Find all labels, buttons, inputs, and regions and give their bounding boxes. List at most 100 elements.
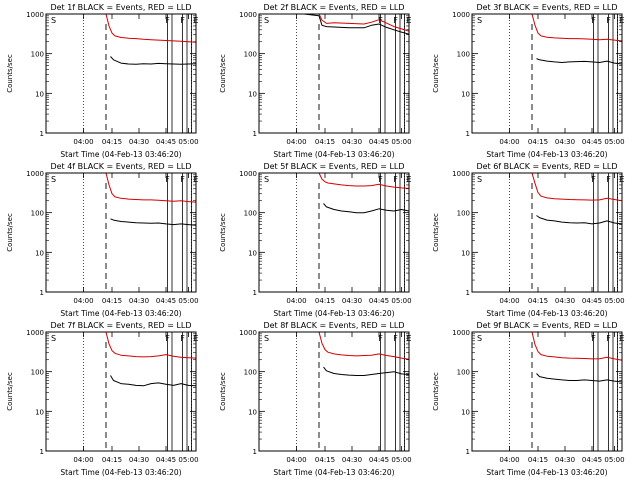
y-tick-label: 1000 xyxy=(452,11,470,19)
y-tick-label: 10 xyxy=(35,408,44,416)
y-tick-label: 100 xyxy=(244,369,257,377)
y-axis-label: Counts/sec xyxy=(432,372,440,411)
series-line-events xyxy=(110,56,196,65)
chart-panel-3: Det 3f BLACK = Events, RED = LLD Counts/s… xyxy=(432,3,625,159)
chart-panel-8: Det 8f BLACK = Events, RED = LLD Counts/s… xyxy=(219,321,412,477)
y-tick-label: 1000 xyxy=(26,11,44,19)
series-line-events xyxy=(536,373,622,383)
marker-label: S xyxy=(477,175,482,184)
plot-area xyxy=(509,14,622,133)
series-line-lld xyxy=(531,173,622,202)
y-tick-label: 1 xyxy=(466,448,470,456)
y-axis-label: Counts/sec xyxy=(219,213,227,252)
chart-title: Det 5f BLACK = Events, RED = LLD xyxy=(263,162,404,171)
plot-frame xyxy=(471,13,623,134)
y-axis-label: Counts/sec xyxy=(6,372,14,411)
plot-area xyxy=(259,14,409,133)
series-line-events xyxy=(536,215,622,225)
x-tick-label: 04:00 xyxy=(286,138,306,146)
y-tick-label: 1000 xyxy=(239,170,257,178)
x-tick-label: 05:00 xyxy=(178,138,198,146)
y-tick-label: 1000 xyxy=(26,329,44,337)
y-tick-label: 100 xyxy=(457,210,470,218)
x-tick-label: 04:00 xyxy=(286,456,306,464)
y-axis-label: Counts/sec xyxy=(6,213,14,252)
x-tick-label: 04:45 xyxy=(156,456,176,464)
marker-label: F xyxy=(378,16,383,25)
chart-title: Det 7f BLACK = Events, RED = LLD xyxy=(50,321,191,330)
series-line-lld xyxy=(318,173,409,189)
x-tick-label: 05:00 xyxy=(391,456,411,464)
plot-area xyxy=(83,173,196,292)
y-tick-label: 1000 xyxy=(239,11,257,19)
x-tick-label: 04:00 xyxy=(499,456,519,464)
y-tick-label: 100 xyxy=(31,51,44,59)
y-tick-label: 1000 xyxy=(452,170,470,178)
plot-frame xyxy=(45,172,197,293)
chart-panel-4: Det 4f BLACK = Events, RED = LLD Counts/s… xyxy=(6,162,199,318)
marker-label: F xyxy=(165,175,170,184)
plot-area xyxy=(296,173,409,292)
series-line-lld xyxy=(259,14,409,32)
y-tick-label: 100 xyxy=(31,369,44,377)
x-tick-label: 04:30 xyxy=(129,138,149,146)
x-tick-label: 04:15 xyxy=(528,456,548,464)
chart-panel-2: Det 2f BLACK = Events, RED = LLD Counts/s… xyxy=(219,3,412,159)
x-tick-label: 05:00 xyxy=(604,138,624,146)
series-line-events xyxy=(110,218,196,226)
y-tick-label: 100 xyxy=(244,210,257,218)
y-axis-label: Counts/sec xyxy=(432,213,440,252)
x-tick-label: 04:45 xyxy=(156,138,176,146)
x-tick-label: 04:15 xyxy=(528,138,548,146)
y-tick-label: 100 xyxy=(31,210,44,218)
y-tick-label: 10 xyxy=(35,249,44,257)
x-tick-label: 04:00 xyxy=(73,456,93,464)
x-tick-label: 04:30 xyxy=(555,297,575,305)
chart-panel-9: Det 9f BLACK = Events, RED = LLD Counts/s… xyxy=(432,321,625,477)
plot-area xyxy=(296,332,409,451)
series-line-lld xyxy=(318,332,409,360)
plot-frame xyxy=(258,13,410,134)
marker-label: S xyxy=(477,334,482,343)
marker-label: F xyxy=(606,334,611,343)
marker-label: S xyxy=(477,16,482,25)
plot-frame xyxy=(258,172,410,293)
chart-title: Det 1f BLACK = Events, RED = LLD xyxy=(50,3,191,12)
x-tick-label: 04:45 xyxy=(582,138,602,146)
y-tick-label: 1 xyxy=(40,448,44,456)
x-axis-label: Start Time (04-Feb-13 03:46:20) xyxy=(486,468,607,477)
x-tick-label: 04:30 xyxy=(342,297,362,305)
marker-label: F xyxy=(378,175,383,184)
x-tick-label: 04:45 xyxy=(582,297,602,305)
y-tick-label: 1 xyxy=(253,289,257,297)
y-tick-label: 100 xyxy=(244,51,257,59)
y-tick-label: 100 xyxy=(457,369,470,377)
chart-panel-6: Det 6f BLACK = Events, RED = LLD Counts/s… xyxy=(432,162,625,318)
x-tick-label: 04:15 xyxy=(315,138,335,146)
y-tick-label: 1 xyxy=(40,289,44,297)
x-axis-label: Start Time (04-Feb-13 03:46:20) xyxy=(60,150,181,159)
x-tick-label: 04:45 xyxy=(369,456,389,464)
series-line-lld xyxy=(105,14,196,43)
y-tick-label: 1000 xyxy=(452,329,470,337)
series-line-events xyxy=(323,203,409,214)
y-tick-label: 10 xyxy=(248,408,257,416)
x-tick-label: 05:00 xyxy=(604,297,624,305)
marker-label: S xyxy=(264,16,269,25)
x-tick-label: 04:15 xyxy=(315,297,335,305)
x-tick-label: 04:00 xyxy=(499,297,519,305)
x-tick-label: 05:00 xyxy=(178,297,198,305)
chart-title: Det 4f BLACK = Events, RED = LLD xyxy=(50,162,191,171)
marker-label: F xyxy=(606,175,611,184)
y-tick-label: 1000 xyxy=(239,329,257,337)
x-tick-label: 05:00 xyxy=(604,456,624,464)
y-tick-label: 10 xyxy=(248,249,257,257)
x-tick-label: 04:00 xyxy=(73,297,93,305)
x-axis-label: Start Time (04-Feb-13 03:46:20) xyxy=(60,468,181,477)
chart-panel-1: Det 1f BLACK = Events, RED = LLD Counts/s… xyxy=(6,3,199,159)
x-tick-label: 04:00 xyxy=(499,138,519,146)
series-line-events xyxy=(110,375,196,387)
y-tick-label: 10 xyxy=(461,408,470,416)
y-tick-label: 1 xyxy=(466,289,470,297)
series-line-lld xyxy=(531,332,622,361)
